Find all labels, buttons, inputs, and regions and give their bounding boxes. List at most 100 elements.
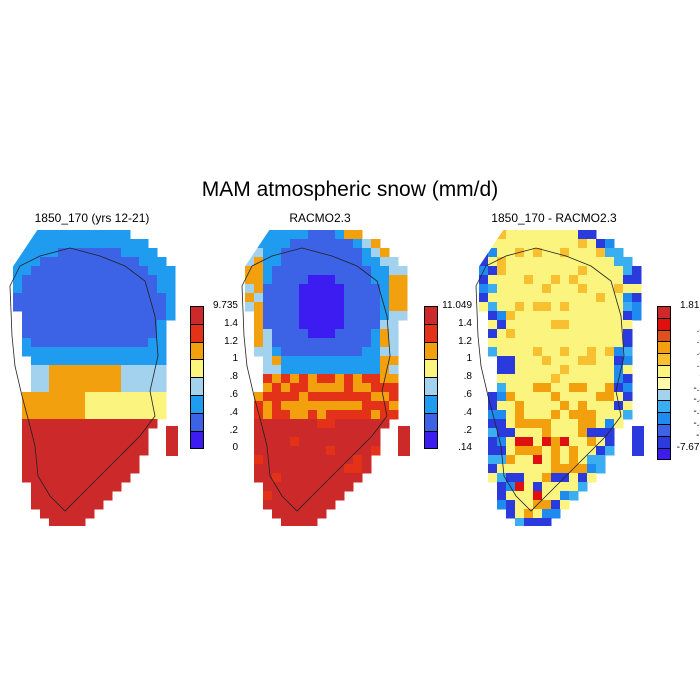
colorbar-label: .8 [229,371,238,383]
grid-cell [524,338,534,348]
grid-cell [85,347,95,357]
grid-cell [67,320,77,330]
grid-cell [614,392,624,402]
grid-cell [40,374,50,384]
grid-cell [112,356,122,366]
grid-cell [515,302,525,312]
grid-cell [254,284,264,294]
grid-cell [371,356,381,366]
grid-cell [371,329,381,339]
grid-cell [569,482,579,492]
grid-cell [263,455,273,465]
grid-cell [281,473,291,483]
grid-cell [49,464,59,474]
grid-cell [353,320,363,330]
grid-cell [112,284,122,294]
grid-cell [272,374,282,384]
grid-cell [103,410,113,420]
grid-cell [139,401,149,411]
grid-cell [542,473,552,483]
grid-cell [317,455,327,465]
grid-cell [85,410,95,420]
grid-cell [542,275,552,285]
grid-cell [290,356,300,366]
grid-cell [31,284,41,294]
grid-cell [317,401,327,411]
grid-cell [569,329,579,339]
grid-cell [308,293,318,303]
grid-cell [290,455,300,465]
grid-cell [506,509,516,519]
grid-cell [587,293,597,303]
grid-cell [398,302,408,312]
grid-cell [560,230,570,240]
grid-cell [623,383,633,393]
grid-cell [58,311,68,321]
grid-cell [103,293,113,303]
grid-cell [148,356,158,366]
grid-cell [362,320,372,330]
grid-cell [587,347,597,357]
grid-cell [497,257,507,267]
grid-cell [121,320,131,330]
grid-cell [389,257,399,267]
coastline [241,247,391,512]
grid-cell [157,374,167,384]
grid-cell [157,356,167,366]
grid-cell [632,293,642,303]
colorbar-label: 1 [232,353,238,365]
grid-cell [533,347,543,357]
grid-cell [497,392,507,402]
grid-cell [596,311,606,321]
grid-cell [497,239,507,249]
grid-cell [85,509,95,519]
grid-cell [560,248,570,258]
grid-cell [272,392,282,402]
grid-cell [130,374,140,384]
coastline [475,247,625,512]
grid-cell [139,446,149,456]
colorbar-swatch [190,323,204,343]
grid-cell [13,284,23,294]
grid-cell [497,338,507,348]
grid-cell [130,392,140,402]
grid-cell [371,392,381,402]
grid-cell [344,239,354,249]
grid-cell [85,401,95,411]
grid-cell [398,311,408,321]
grid-cell [290,383,300,393]
grid-cell [67,347,77,357]
grid-cell [76,464,86,474]
grid-cell [551,275,561,285]
grid-cell [596,419,606,429]
grid-cell [380,248,390,258]
grid-cell [362,266,372,276]
grid-cell [40,365,50,375]
grid-cell [281,383,291,393]
grid-cell [281,392,291,402]
grid-cell [317,419,327,429]
grid-cell [515,311,525,321]
grid-cell [272,428,282,438]
grid-cell [272,266,282,276]
grid-cell [290,401,300,411]
grid-cell [254,347,264,357]
grid-cell [497,401,507,411]
grid-cell [542,410,552,420]
grid-cell [76,410,86,420]
panel-title-model: 1850_170 (yrs 12-21) [34,211,150,225]
grid-cell [281,239,291,249]
grid-cell [58,329,68,339]
grid-cell [148,257,158,267]
grid-cell [22,293,32,303]
grid-cell [67,518,77,526]
grid-cell [335,383,345,393]
grid-cell [40,437,50,447]
grid-cell [94,401,104,411]
grid-cell [623,257,633,267]
grid-cell [22,419,32,429]
grid-cell [94,248,104,258]
grid-cell [353,392,363,402]
grid-cell [281,365,291,375]
grid-cell [103,356,113,366]
